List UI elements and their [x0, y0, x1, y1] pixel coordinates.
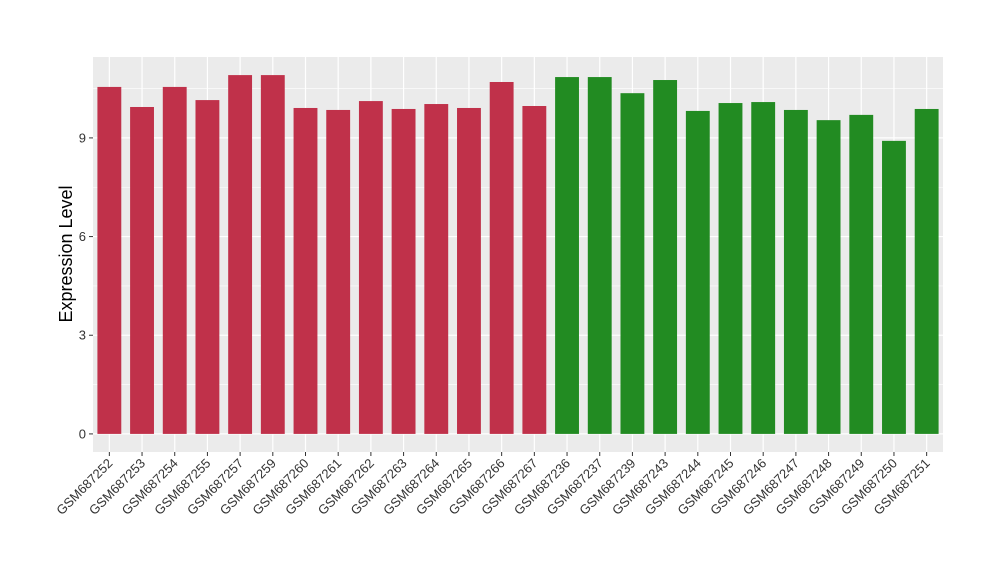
y-tick-label: 0: [79, 426, 86, 441]
bar-GSM687247: [783, 109, 808, 434]
bar-GSM687263: [391, 108, 416, 434]
bar-GSM687239: [620, 93, 645, 434]
bar-GSM687254: [162, 86, 187, 434]
bar-GSM687253: [130, 106, 154, 434]
y-tick-label: 9: [79, 130, 86, 145]
bar-GSM687266: [489, 81, 514, 434]
bar-GSM687261: [326, 109, 351, 434]
bar-GSM687245: [718, 103, 743, 434]
bar-GSM687259: [260, 75, 285, 434]
bar-GSM687262: [358, 101, 383, 434]
plot-panel: [93, 57, 943, 452]
bar-GSM687244: [685, 110, 710, 434]
y-axis-label: Expression Level: [56, 185, 76, 322]
y-tick-label: 6: [79, 229, 86, 244]
bar-GSM687236: [555, 77, 579, 434]
bar-GSM687246: [751, 102, 776, 434]
bar-GSM687249: [849, 114, 874, 434]
bar-GSM687248: [816, 120, 841, 434]
bar-GSM687265: [457, 107, 481, 434]
bar-GSM687252: [97, 86, 122, 434]
bar-GSM687257: [228, 75, 253, 434]
y-tick-label: 3: [79, 328, 86, 343]
bar-GSM687237: [587, 77, 612, 434]
bar-GSM687243: [653, 80, 678, 434]
bar-GSM687267: [522, 106, 547, 434]
bar-GSM687260: [293, 107, 318, 434]
bar-GSM687251: [914, 108, 939, 434]
bar-GSM687255: [195, 100, 220, 434]
bar-GSM687264: [424, 104, 449, 434]
bar-GSM687250: [882, 140, 906, 434]
